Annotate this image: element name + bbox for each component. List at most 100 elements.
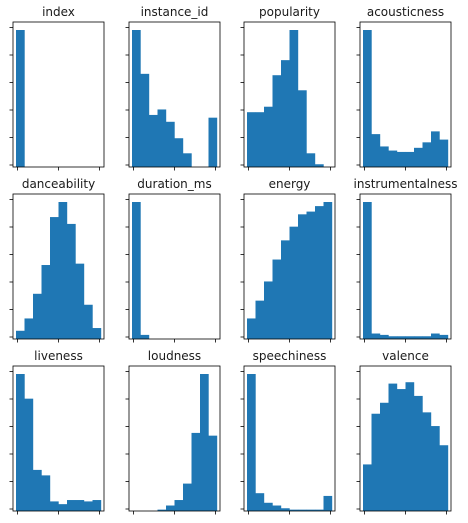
histogram-bar [388, 150, 398, 167]
histogram-bar [58, 504, 68, 511]
histogram-bar [41, 475, 51, 511]
panel-title: index [42, 5, 75, 19]
histogram-bar [33, 293, 42, 339]
histogram-bar [255, 493, 265, 511]
histogram-bar [16, 330, 25, 339]
histogram-bar [405, 336, 415, 339]
histogram-bar [281, 508, 290, 511]
panel-title: duration_ms [137, 177, 211, 191]
histogram-bar [380, 334, 389, 339]
histogram-bar [75, 500, 85, 511]
histogram-bar [414, 336, 423, 339]
histogram-bar [306, 153, 316, 167]
histogram-bar [397, 389, 406, 511]
panel-title: danceability [22, 177, 95, 191]
histogram-bar [371, 413, 381, 511]
histogram-panel-acousticness: acousticness [356, 5, 452, 171]
panel-title: energy [269, 177, 311, 191]
histogram-panel-danceability: danceability [9, 177, 105, 343]
histogram-bar [174, 138, 184, 167]
panel-title: popularity [259, 5, 320, 19]
histogram-bar [58, 202, 68, 339]
histogram-bar [264, 281, 273, 339]
histogram-bar [132, 30, 141, 167]
histogram-panel-duration-ms: duration_ms [125, 177, 221, 343]
histogram-bar [422, 336, 432, 339]
histogram-bar [405, 151, 415, 167]
histogram-bar [397, 151, 406, 167]
histogram-panel-valence: valence [356, 349, 452, 515]
histogram-bar [388, 336, 398, 339]
panel-title: speechiness [253, 349, 327, 363]
panel-title: liveness [34, 349, 83, 363]
histogram-bar [84, 501, 93, 511]
histogram-bar [405, 382, 415, 511]
histogram-bar [439, 139, 449, 167]
histogram-bar [272, 505, 282, 511]
histogram-bar [247, 374, 256, 511]
histogram-bar [132, 202, 141, 339]
histogram-panel-loudness: loudness [125, 349, 221, 515]
histogram-bar [439, 445, 449, 511]
histogram-bar [298, 214, 307, 339]
histogram-bar [166, 505, 175, 511]
histogram-panel-liveness: liveness [9, 349, 105, 515]
histogram-bar [315, 509, 324, 511]
histogram-bar [264, 106, 273, 167]
histogram-bar [431, 333, 440, 339]
histogram-bar [272, 75, 282, 167]
histogram-bar [388, 383, 398, 511]
histogram-bar [208, 435, 218, 511]
histogram-bar [247, 318, 256, 339]
histogram-bar [149, 114, 158, 167]
histogram-bar [289, 226, 299, 339]
histogram-bar [306, 509, 316, 511]
histogram-bar [298, 509, 307, 511]
histogram-bar [422, 142, 432, 167]
histogram-bar [264, 502, 273, 511]
histogram-bar [414, 147, 423, 167]
histogram-bar [16, 374, 25, 511]
histogram-bar [247, 112, 256, 167]
histogram-bar [281, 240, 290, 339]
histogram-bar [397, 336, 406, 339]
histogram-bar [255, 112, 265, 167]
panel-title: instrumentalness [354, 177, 458, 191]
histogram-bar [157, 509, 167, 511]
histogram-bar [414, 395, 423, 511]
histogram-bar [157, 109, 167, 167]
histogram-bar [439, 334, 449, 339]
histogram-bar [41, 265, 51, 339]
histogram-bar [50, 501, 59, 511]
panel-title: loudness [148, 349, 201, 363]
histogram-bar [208, 117, 218, 167]
histogram-bar [371, 333, 381, 339]
histogram-panel-speechiness: speechiness [240, 349, 336, 515]
histogram-bar [140, 334, 150, 339]
histogram-bar [200, 374, 209, 511]
histogram-bar [50, 217, 59, 339]
histogram-bar [315, 164, 324, 167]
histogram-panel-popularity: popularity [240, 5, 336, 171]
histogram-bar [323, 202, 333, 339]
histogram-bar [16, 30, 25, 167]
histogram-bar [431, 426, 440, 511]
histogram-bar [363, 464, 372, 511]
histogram-bar [67, 223, 76, 339]
histogram-bar [92, 328, 102, 339]
histogram-bar [315, 206, 324, 339]
histogram-bar [191, 432, 201, 511]
panel-title: acousticness [367, 5, 444, 19]
panel-title: instance_id [141, 5, 209, 19]
histogram-bar [92, 500, 102, 511]
histogram-bar [363, 202, 372, 339]
histogram-bar [67, 500, 76, 511]
histogram-panel-energy: energy [240, 177, 336, 343]
histogram-bar [166, 121, 175, 167]
histogram-bar [255, 300, 265, 339]
histogram-panel-index: index [9, 5, 105, 171]
histogram-bar [24, 318, 34, 339]
histogram-panel-instance-id: instance_id [125, 5, 221, 171]
histogram-bar [281, 60, 290, 167]
